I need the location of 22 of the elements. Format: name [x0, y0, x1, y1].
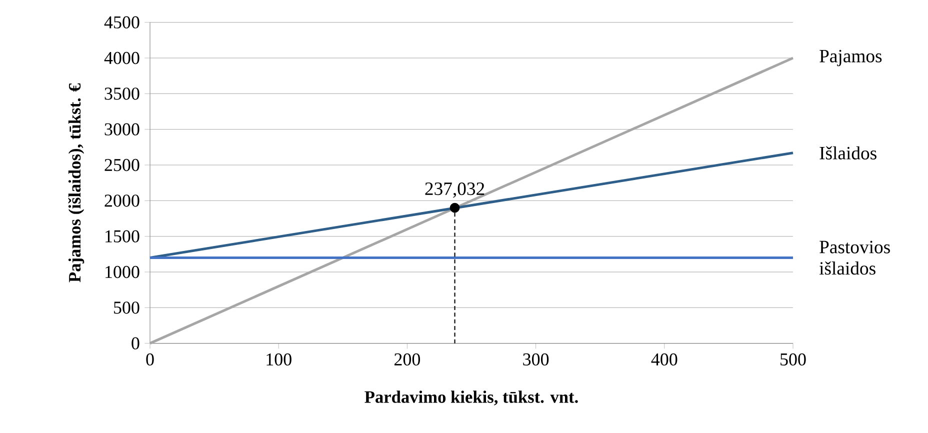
x-axis-title: Pardavimo kiekis, tūkst. vnt.	[364, 390, 578, 406]
series-label: Pastovios išlaidos	[819, 240, 890, 275]
y-axis-title: Pajamos (išlaidos), tūkst. €	[68, 83, 84, 282]
y-tick-label: 3500	[104, 87, 140, 100]
x-tick-label: 400	[651, 353, 678, 366]
x-tick-label: 300	[523, 353, 549, 366]
y-tick-label: 4500	[104, 16, 140, 28]
x-tick-label: 200	[394, 353, 420, 366]
y-tick-label: 1000	[106, 266, 140, 278]
series-label: Išlaidos	[820, 146, 876, 160]
y-tick-label: 4000	[104, 52, 140, 64]
y-tick-label: 1500	[106, 230, 140, 242]
x-tick-label: 0	[146, 353, 154, 366]
y-tick-label: 2000	[104, 194, 140, 207]
y-tick-label: 2500	[104, 158, 140, 171]
series-label: Pajamos	[820, 50, 882, 66]
y-tick-label: 500	[114, 301, 140, 314]
y-tick-label: 3000	[104, 123, 140, 136]
x-tick-label: 100	[266, 353, 292, 366]
annotation: 237,032	[425, 182, 484, 198]
y-tick-label: 0	[132, 337, 140, 350]
x-tick-label: 500	[780, 353, 806, 366]
